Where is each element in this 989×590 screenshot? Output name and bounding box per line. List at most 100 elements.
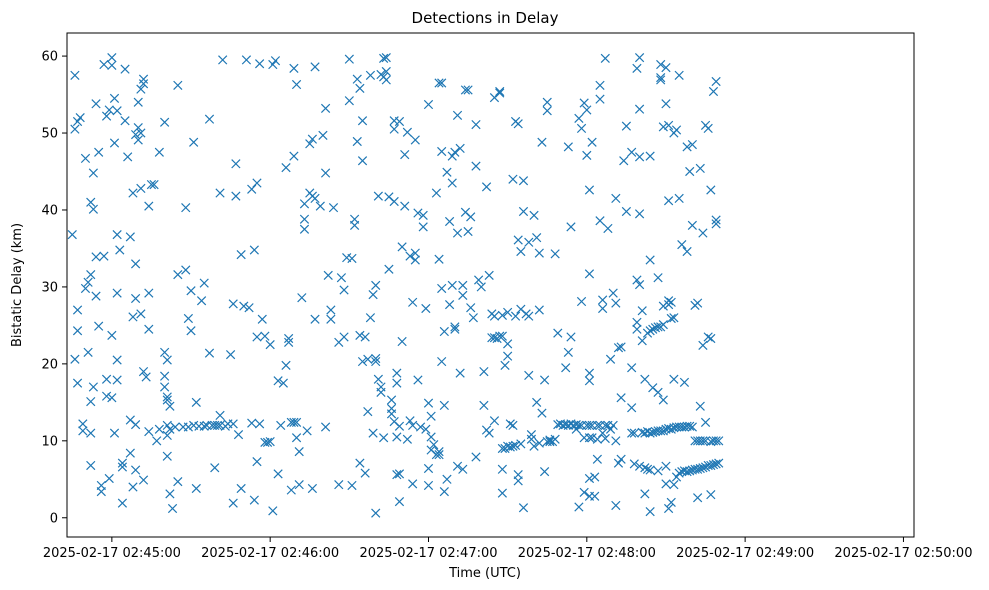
data-point [225,350,236,360]
data-point [70,124,80,134]
data-point [592,434,602,444]
data-point [86,428,96,438]
data-point [611,436,621,446]
data-point [371,356,381,367]
data-point [497,488,507,498]
data-point [463,226,473,237]
data-point [516,439,526,449]
data-point [666,297,676,307]
data-point [661,63,671,73]
data-point [181,203,191,213]
data-point [627,403,637,413]
data-point [72,326,83,336]
data-point [96,480,106,491]
data-point [621,206,632,217]
data-point [503,307,513,317]
data-point [402,434,413,444]
data-point [254,59,265,69]
data-point [603,223,613,234]
data-point [86,460,96,471]
data-point [371,353,381,364]
data-point [284,337,294,347]
data-point [434,450,444,460]
data-point [162,430,172,441]
data-point [299,214,310,224]
data-point [186,326,196,336]
data-point [648,427,658,437]
data-point [442,474,452,484]
data-point [70,354,80,364]
y-axis: 0 10 20 30 40 50 60 [41,50,67,526]
data-point [265,340,275,350]
data-point [627,363,637,373]
data-point [418,222,428,232]
data-point [484,270,494,281]
data-point [714,436,724,446]
data-point [708,86,719,97]
data-point [703,123,713,134]
data-point [447,151,457,161]
data-point [107,52,117,63]
data-point [698,340,708,351]
data-point [426,432,436,442]
data-point [299,199,310,209]
data-point [584,433,595,443]
data-point [144,201,154,211]
data-point [344,54,354,64]
data-point [495,88,505,98]
data-point [450,324,460,334]
x-tick-label: 2025-02-17 02:49:00 [676,546,814,561]
data-point [136,84,146,94]
data-point [632,317,642,327]
data-point [99,251,109,261]
data-point [75,113,85,123]
data-point [695,463,705,474]
data-point [400,149,410,160]
data-point [408,297,418,307]
data-point [550,249,560,259]
data-point [466,212,476,222]
data-point [379,53,389,64]
data-point [228,419,238,429]
data-point [397,336,407,347]
data-point [505,442,515,452]
data-point [109,93,120,104]
data-point [616,393,626,403]
data-point [117,462,128,472]
data-point [503,351,513,361]
data-point [497,464,507,474]
data-point [299,224,310,234]
data-point [107,60,117,70]
data-point [162,392,172,402]
data-point [592,420,602,431]
data-point [323,270,333,281]
data-point [386,409,397,419]
data-point [381,75,391,85]
data-point [653,273,663,283]
data-point [598,295,608,305]
data-point [239,301,249,311]
data-point [191,397,201,407]
data-point [136,128,146,138]
data-point [133,123,143,133]
data-point [539,375,550,385]
data-point [117,458,128,468]
data-point [83,347,93,357]
data-point [584,376,595,386]
data-point [144,324,154,334]
data-point [489,311,500,321]
data-point [693,493,703,503]
data-point [595,94,605,104]
data-point [468,313,478,323]
data-point [128,482,138,492]
data-point [437,78,447,88]
data-point [101,111,112,121]
data-point [708,460,719,470]
data-point [537,137,547,147]
data-point [72,305,83,315]
data-point [582,150,592,160]
data-point [590,472,600,482]
data-point [130,465,141,475]
data-point [479,400,489,411]
data-point [513,470,523,480]
